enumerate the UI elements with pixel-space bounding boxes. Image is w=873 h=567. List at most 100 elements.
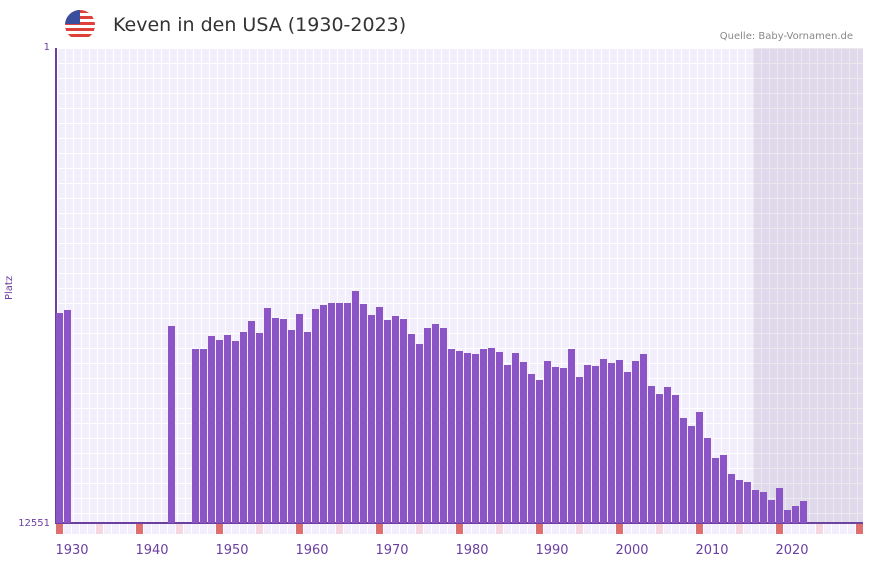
- bar-1960[interactable]: [312, 309, 319, 523]
- bar-2001[interactable]: [640, 354, 647, 523]
- bar-1968[interactable]: [376, 307, 383, 523]
- bar-1942[interactable]: [168, 326, 175, 523]
- bar-1967[interactable]: [368, 315, 375, 523]
- decade-marker: [80, 524, 87, 534]
- decade-marker: [272, 524, 279, 534]
- bar-1953[interactable]: [256, 333, 263, 523]
- bar-1983[interactable]: [496, 352, 503, 523]
- bar-2000[interactable]: [632, 361, 639, 523]
- bar-1956[interactable]: [280, 319, 287, 523]
- bar-1990[interactable]: [552, 367, 559, 523]
- decade-marker: [720, 524, 727, 534]
- bar-2005[interactable]: [672, 395, 679, 523]
- bar-1991[interactable]: [560, 368, 567, 523]
- bar-1970[interactable]: [392, 316, 399, 523]
- bar-1948[interactable]: [216, 340, 223, 523]
- bar-1988[interactable]: [536, 380, 543, 523]
- bar-1955[interactable]: [272, 318, 279, 523]
- bar-2004[interactable]: [664, 387, 671, 523]
- decade-marker: [448, 524, 455, 534]
- bar-1977[interactable]: [448, 349, 455, 523]
- bar-1946[interactable]: [200, 349, 207, 523]
- bar-1929[interactable]: [64, 310, 71, 523]
- decade-marker: [96, 524, 103, 534]
- bar-2014[interactable]: [744, 482, 751, 523]
- bar-1996[interactable]: [600, 359, 607, 523]
- bar-2018[interactable]: [776, 488, 783, 523]
- bar-2012[interactable]: [728, 474, 735, 523]
- bar-1975[interactable]: [432, 324, 439, 523]
- bar-2007[interactable]: [688, 426, 695, 523]
- bar-1954[interactable]: [264, 308, 271, 523]
- bar-1961[interactable]: [320, 305, 327, 523]
- decade-marker: [264, 524, 271, 534]
- decade-marker: [176, 524, 183, 534]
- decade-marker: [576, 524, 583, 534]
- bar-1959[interactable]: [304, 332, 311, 523]
- decade-marker: [672, 524, 679, 534]
- decade-marker: [368, 524, 375, 534]
- bar-1976[interactable]: [440, 328, 447, 523]
- bar-1986[interactable]: [520, 362, 527, 523]
- decade-marker: [104, 524, 111, 534]
- bar-2019[interactable]: [784, 510, 791, 523]
- x-tick-2010: 2010: [695, 543, 729, 558]
- decade-marker: [640, 524, 647, 534]
- decade-marker: [304, 524, 311, 534]
- bar-1981[interactable]: [480, 349, 487, 523]
- bar-1974[interactable]: [424, 328, 431, 523]
- bar-2015[interactable]: [752, 490, 759, 523]
- bar-1963[interactable]: [336, 303, 343, 523]
- bar-1964[interactable]: [344, 303, 351, 523]
- bar-2008[interactable]: [696, 412, 703, 523]
- decade-marker: [856, 524, 863, 534]
- bar-1949[interactable]: [224, 335, 231, 523]
- bar-1958[interactable]: [296, 314, 303, 523]
- bar-1984[interactable]: [504, 365, 511, 523]
- bar-1992[interactable]: [568, 349, 575, 523]
- bar-1980[interactable]: [472, 354, 479, 523]
- bar-1952[interactable]: [248, 321, 255, 523]
- bar-2016[interactable]: [760, 492, 767, 523]
- bar-1928[interactable]: [56, 313, 63, 523]
- bar-1966[interactable]: [360, 304, 367, 523]
- decade-marker: [600, 524, 607, 534]
- bar-2020[interactable]: [792, 506, 799, 523]
- bar-1985[interactable]: [512, 353, 519, 523]
- bar-1994[interactable]: [584, 365, 591, 523]
- bar-1993[interactable]: [576, 377, 583, 523]
- bar-1989[interactable]: [544, 361, 551, 523]
- bar-1969[interactable]: [384, 320, 391, 523]
- bar-2006[interactable]: [680, 418, 687, 523]
- bar-1947[interactable]: [208, 336, 215, 523]
- bar-1965[interactable]: [352, 291, 359, 523]
- bar-1972[interactable]: [408, 334, 415, 523]
- bar-1973[interactable]: [416, 344, 423, 523]
- bar-1979[interactable]: [464, 353, 471, 523]
- bar-1999[interactable]: [624, 372, 631, 523]
- bar-1997[interactable]: [608, 363, 615, 523]
- bar-1962[interactable]: [328, 303, 335, 523]
- bar-2017[interactable]: [768, 500, 775, 523]
- bar-1998[interactable]: [616, 360, 623, 523]
- bar-2011[interactable]: [720, 455, 727, 523]
- decade-marker: [224, 524, 231, 534]
- bar-1978[interactable]: [456, 351, 463, 523]
- bar-1957[interactable]: [288, 330, 295, 523]
- bar-1950[interactable]: [232, 341, 239, 523]
- bar-1951[interactable]: [240, 332, 247, 523]
- bar-1982[interactable]: [488, 348, 495, 523]
- bar-2009[interactable]: [704, 438, 711, 523]
- bar-1987[interactable]: [528, 374, 535, 523]
- bar-1971[interactable]: [400, 319, 407, 523]
- bar-1995[interactable]: [592, 366, 599, 523]
- decade-marker: [416, 524, 423, 534]
- bar-2021[interactable]: [800, 501, 807, 523]
- bar-2013[interactable]: [736, 480, 743, 523]
- bar-2002[interactable]: [648, 386, 655, 523]
- bar-1945[interactable]: [192, 349, 199, 523]
- bar-2010[interactable]: [712, 458, 719, 523]
- bar-2003[interactable]: [656, 394, 663, 523]
- decade-marker: [656, 524, 663, 534]
- decade-marker: [72, 524, 79, 534]
